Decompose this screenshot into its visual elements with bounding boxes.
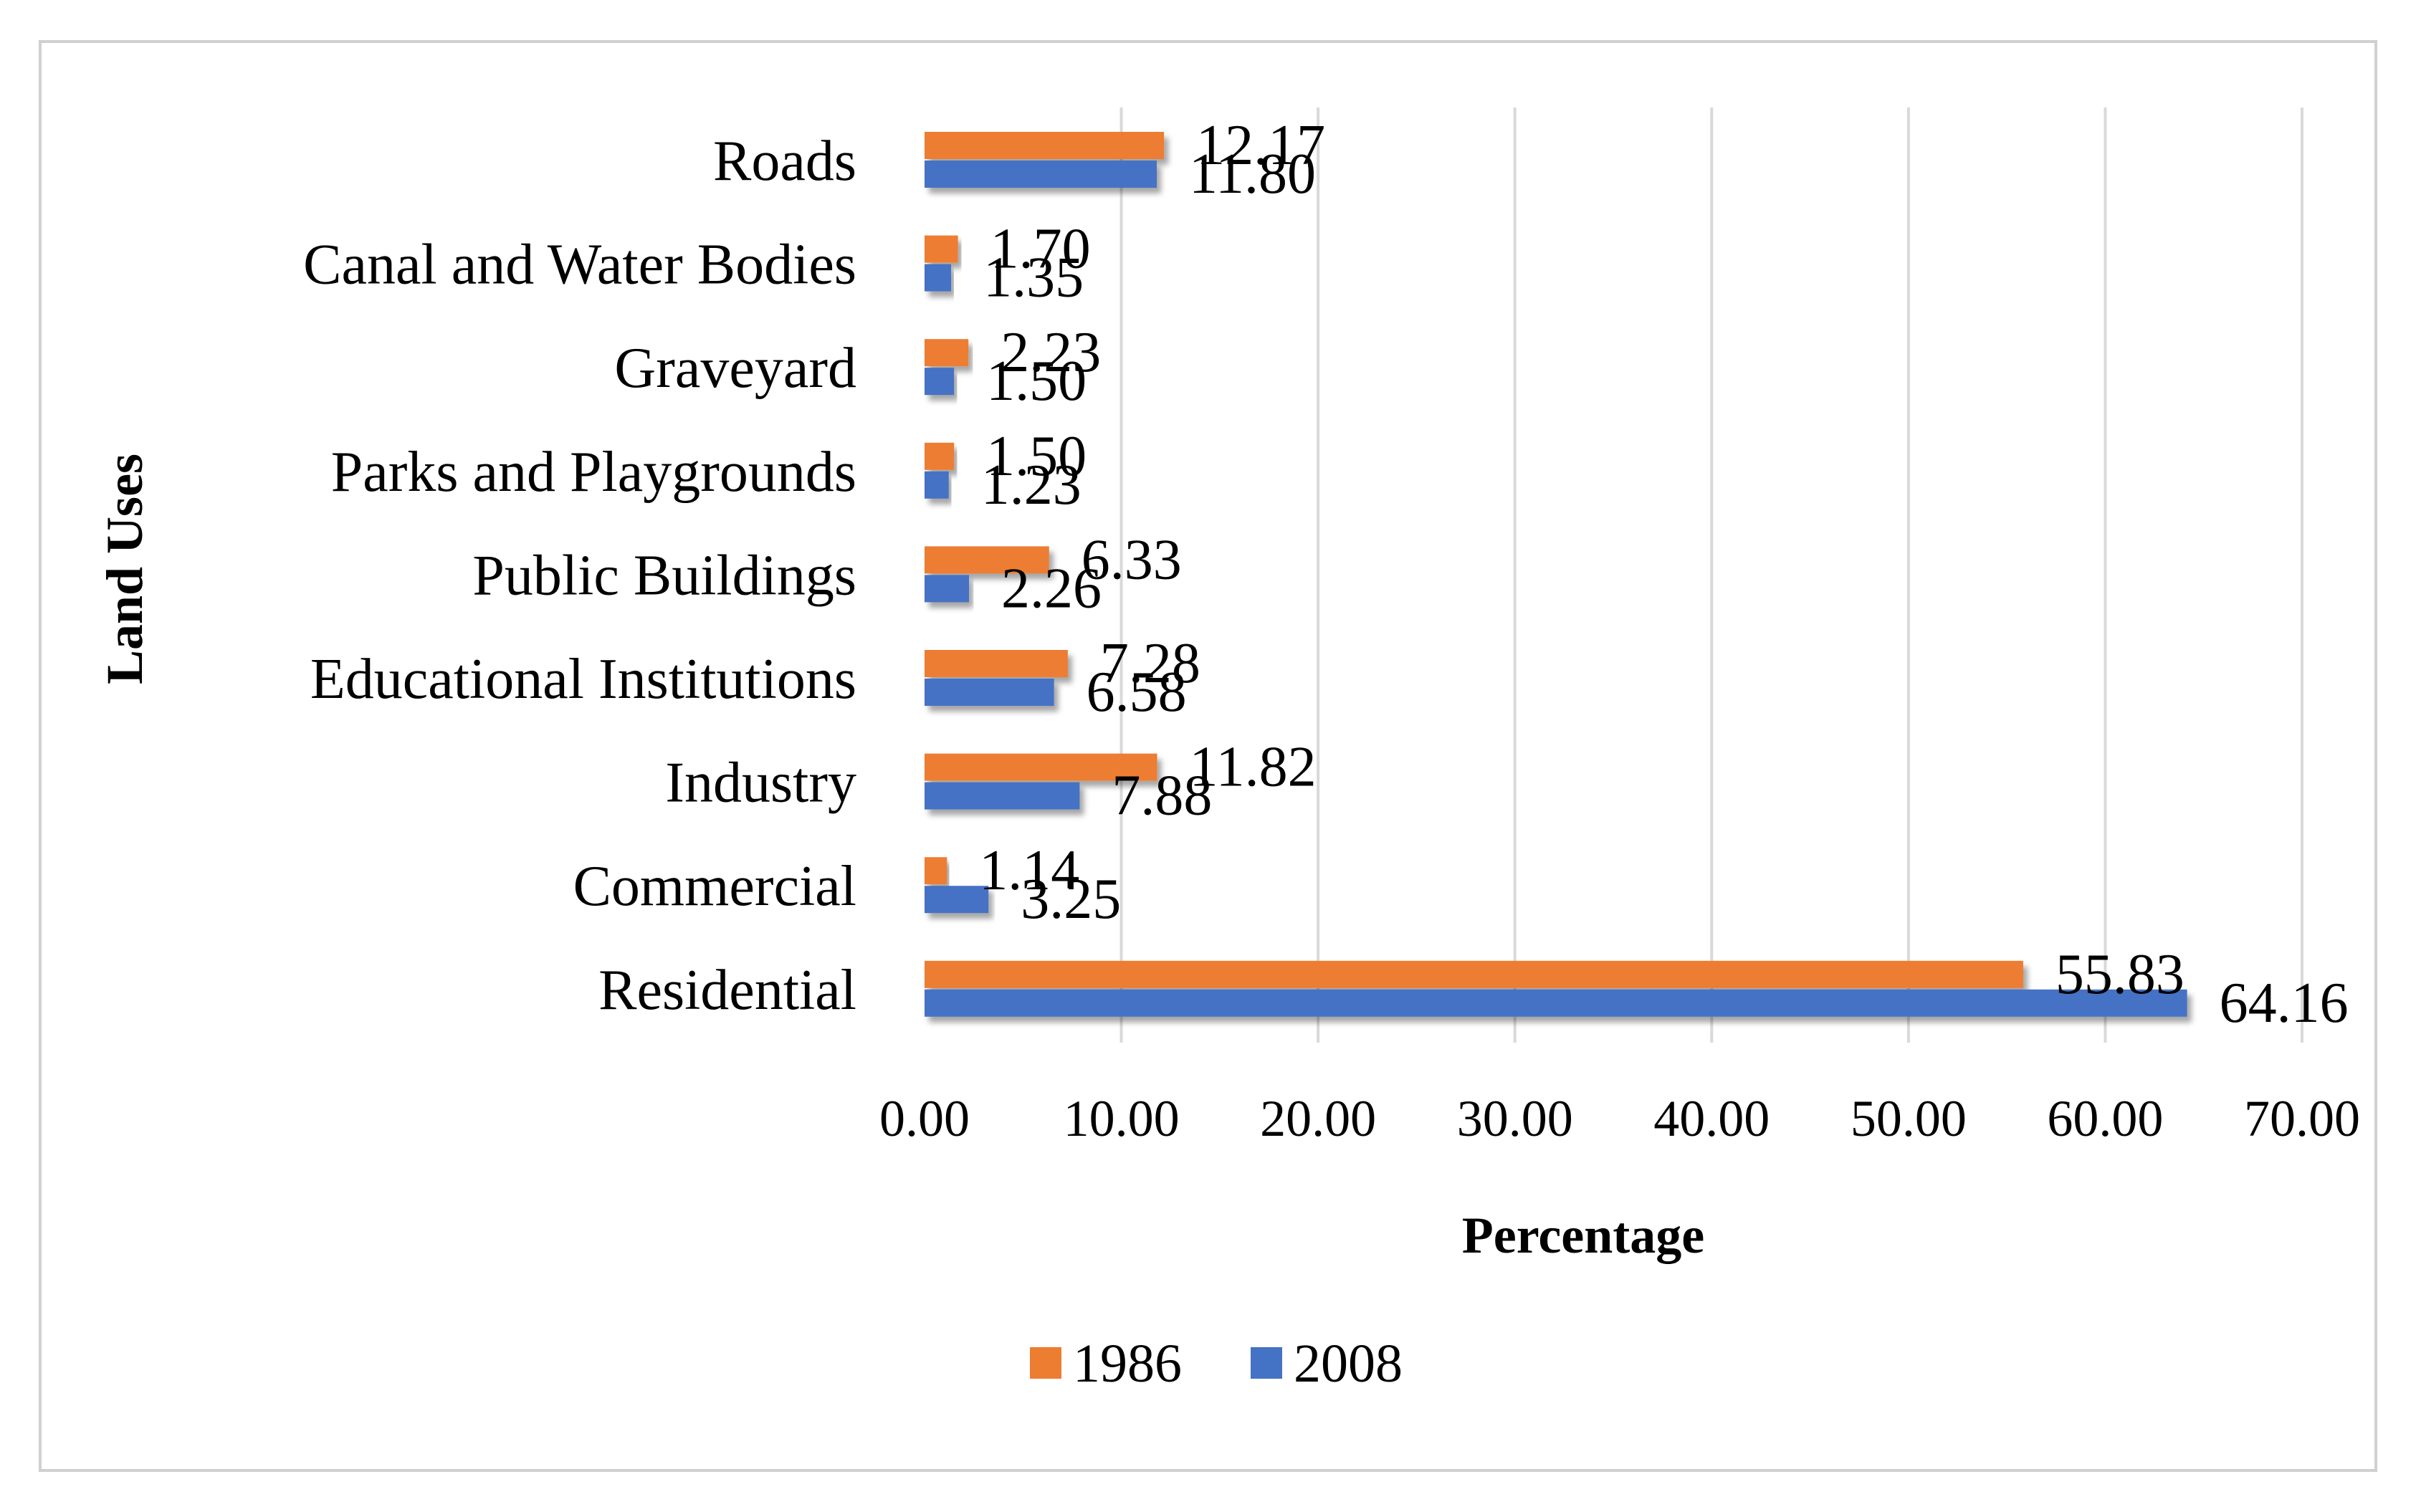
- data-label: 2.26: [1001, 557, 1102, 620]
- bar-1986-roads: [925, 132, 1165, 159]
- x-tick-label: 20.00: [1260, 1090, 1376, 1147]
- data-label: 7.88: [1112, 765, 1212, 828]
- y-axis-title: Land Uses: [96, 454, 153, 684]
- data-label: 64.16: [2220, 972, 2349, 1035]
- bar-1986-public-buildings: [925, 546, 1049, 574]
- category-label: Educational Institutions: [310, 648, 856, 711]
- bar-1986-commercial: [925, 857, 947, 885]
- data-label: 7.28: [1100, 632, 1200, 695]
- data-label: 1.35: [983, 247, 1084, 310]
- x-tick-label: 30.00: [1457, 1090, 1573, 1147]
- bar-1986-residential: [925, 960, 2023, 988]
- data-label: 12.17: [1196, 114, 1325, 177]
- gridlines: [1119, 107, 2303, 1043]
- category-label: Commercial: [573, 855, 856, 918]
- data-label: 11.80: [1189, 143, 1316, 206]
- bars: [925, 132, 2187, 1017]
- category-label: Parks and Playgrounds: [331, 441, 856, 504]
- bar-2008-roads: [925, 161, 1157, 188]
- data-label: 2.23: [1001, 321, 1101, 384]
- bar-1986-educational-institutions: [925, 650, 1068, 677]
- x-tick-label: 0.00: [879, 1090, 970, 1147]
- data-label: 1.50: [986, 350, 1087, 413]
- bar-1986-industry: [925, 753, 1157, 781]
- x-tick-label: 50.00: [1851, 1090, 1967, 1147]
- category-label: Roads: [713, 130, 856, 193]
- category-labels: Residential Commercial Industry Educational…: [303, 130, 856, 1022]
- bar-2008-residential: [925, 989, 2187, 1017]
- legend-label-1986: 1986: [1073, 1334, 1182, 1394]
- data-label: 1.14: [979, 839, 1079, 902]
- category-label: Public Buildings: [472, 544, 856, 607]
- data-label: 55.83: [2055, 943, 2185, 1006]
- category-label: Residential: [598, 959, 856, 1022]
- legend-swatch-2008: [1251, 1347, 1282, 1379]
- bar-2008-industry: [925, 782, 1080, 810]
- data-labels: 55.83 64.161.143.2511.827.887.286.586.332…: [979, 114, 2348, 1035]
- x-tick-labels: 0.00 10.00 20.00 30.00 40.00 50.00 60.00 70.00: [879, 1090, 2360, 1147]
- legend: 1986 2008: [1030, 1334, 1403, 1394]
- bar-2008-parks-and-playgrounds: [925, 471, 949, 499]
- bar-2008-canal-and-water-bodies: [925, 264, 952, 292]
- x-tick-label: 60.00: [2047, 1090, 2163, 1147]
- data-label: 6.58: [1087, 661, 1187, 724]
- category-label: Canal and Water Bodies: [303, 234, 856, 297]
- data-label: 3.25: [1021, 868, 1121, 931]
- bar-2008-commercial: [925, 886, 989, 914]
- data-label: 11.82: [1190, 736, 1317, 799]
- data-label: 6.33: [1082, 528, 1182, 591]
- x-axis-title: Percentage: [1462, 1207, 1704, 1264]
- bar-2008-educational-institutions: [925, 679, 1054, 706]
- bar-2008-graveyard: [925, 368, 955, 396]
- bar-1986-graveyard: [925, 339, 969, 367]
- x-tick-label: 10.00: [1064, 1090, 1180, 1147]
- bar-1986-parks-and-playgrounds: [925, 442, 955, 470]
- x-tick-label: 40.00: [1653, 1090, 1770, 1147]
- category-label: Graveyard: [614, 337, 856, 400]
- bar-1986-canal-and-water-bodies: [925, 235, 958, 263]
- data-label: 1.50: [986, 425, 1087, 488]
- bar-2008-public-buildings: [925, 575, 970, 603]
- data-label: 1.23: [981, 454, 1082, 517]
- legend-swatch-1986: [1030, 1347, 1061, 1379]
- x-tick-label: 70.00: [2244, 1090, 2360, 1147]
- category-label: Industry: [665, 752, 856, 815]
- data-label: 1.70: [990, 218, 1091, 281]
- legend-label-2008: 2008: [1294, 1334, 1403, 1394]
- chart-frame: [39, 40, 2377, 1472]
